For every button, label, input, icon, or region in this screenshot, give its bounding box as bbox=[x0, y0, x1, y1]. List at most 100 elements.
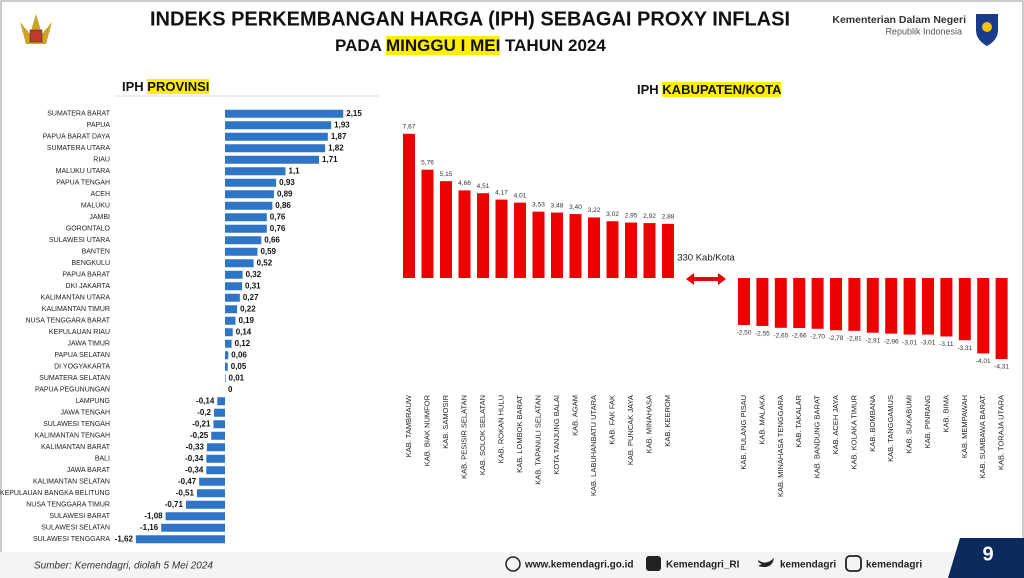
bar bbox=[225, 213, 267, 222]
bar bbox=[866, 278, 879, 333]
value-label: -0,34 bbox=[185, 454, 204, 463]
y-tick-label: KALIMANTAN UTARA bbox=[41, 295, 111, 302]
page-title: INDEKS PERKEMBANGAN HARGA (IPH) SEBAGAI … bbox=[150, 8, 790, 30]
value-label: 0,32 bbox=[246, 270, 262, 279]
bar bbox=[225, 259, 254, 268]
value-label: 3,48 bbox=[551, 202, 564, 209]
value-label: 3,22 bbox=[588, 207, 601, 214]
value-label: 0,89 bbox=[277, 189, 293, 198]
bar bbox=[225, 247, 258, 256]
x-tick-label: KAB. PINRANG bbox=[923, 395, 932, 449]
bar bbox=[440, 181, 452, 278]
bar bbox=[458, 190, 471, 278]
value-label: 5,15 bbox=[440, 171, 453, 178]
bar bbox=[995, 278, 1008, 360]
x-tick-label: KAB. BIMA bbox=[941, 395, 950, 433]
value-label: -4,01 bbox=[976, 358, 991, 365]
value-label: -0,51 bbox=[176, 488, 195, 497]
y-tick-label: DKI JAKARTA bbox=[66, 283, 111, 290]
y-tick-label: SULAWESI TENGGARA bbox=[33, 536, 110, 543]
x-tick-label: KAB. SOLOK SELATAN bbox=[478, 395, 487, 475]
value-label: 0,12 bbox=[235, 339, 251, 348]
y-tick-label: JAWA TENGAH bbox=[60, 410, 110, 417]
website: www.kemendagri.go.id bbox=[524, 560, 634, 571]
page-number: 9 bbox=[982, 543, 993, 565]
bar bbox=[206, 443, 225, 452]
bar bbox=[225, 236, 262, 245]
value-label: 0,06 bbox=[231, 350, 247, 359]
x-tick-label: KAB. BOMBANA bbox=[868, 395, 877, 452]
x-tick-label: KAB. FAK FAK bbox=[607, 395, 616, 445]
bar bbox=[225, 178, 277, 187]
value-label: 2,95 bbox=[625, 212, 638, 219]
value-label: -0,14 bbox=[196, 396, 215, 405]
value-label: 3,53 bbox=[532, 201, 545, 208]
bar bbox=[225, 293, 240, 302]
instagram-icon bbox=[845, 555, 862, 572]
garuda-logo bbox=[20, 14, 52, 44]
ministry-name: Kementerian Dalam Negeri bbox=[832, 14, 966, 26]
bar bbox=[922, 278, 934, 335]
value-label: 0,27 bbox=[243, 293, 259, 302]
y-tick-label: ACEH bbox=[91, 191, 110, 198]
bar bbox=[225, 224, 267, 233]
x-tick-label: KAB. SUKABUMI bbox=[905, 395, 914, 453]
value-label: 4,51 bbox=[477, 183, 490, 190]
bar bbox=[793, 278, 806, 329]
y-tick-label: PAPUA BARAT DAYA bbox=[43, 134, 111, 141]
bar bbox=[830, 278, 842, 331]
bar bbox=[225, 132, 328, 141]
y-tick-label: MALUKU UTARA bbox=[56, 168, 111, 175]
x-tick-label: KAB. SUMBAWA BARAT bbox=[978, 395, 987, 479]
y-tick-label: SULAWESI BARAT bbox=[49, 513, 110, 520]
bar bbox=[625, 222, 637, 278]
facebook: Kemendagri_RI bbox=[666, 560, 740, 571]
value-label: -3,01 bbox=[902, 339, 917, 346]
x-tick-label: KAB. BIAK NUMFOR bbox=[422, 394, 431, 466]
bar bbox=[225, 374, 226, 383]
value-label: 1,1 bbox=[289, 166, 301, 175]
value-label: -0,21 bbox=[192, 419, 211, 428]
bar bbox=[643, 223, 656, 278]
bar bbox=[532, 211, 545, 278]
value-label: -2,50 bbox=[737, 330, 752, 337]
gap-arrow bbox=[686, 273, 726, 285]
x-tick-label: KAB. AGAM bbox=[570, 395, 579, 436]
value-label: -4,31 bbox=[994, 364, 1009, 371]
y-tick-label: PAPUA TENGAH bbox=[56, 180, 110, 187]
bar bbox=[225, 121, 332, 130]
y-tick-label: KALIMANTAN TENGAH bbox=[35, 433, 110, 440]
value-label: -1,08 bbox=[144, 511, 163, 520]
x-tick-label: KAB. MINAHASA TENGGARA bbox=[776, 395, 785, 497]
bar bbox=[225, 328, 233, 337]
bar bbox=[421, 169, 434, 278]
y-tick-label: SUMATERA SELATAN bbox=[39, 375, 110, 382]
value-label: -0,2 bbox=[197, 408, 211, 417]
bar bbox=[811, 278, 824, 329]
value-label: 5,76 bbox=[421, 159, 434, 166]
source: Sumber: Kemendagri, diolah 5 Mei 2024 bbox=[34, 561, 213, 572]
value-label: 0,22 bbox=[240, 304, 256, 313]
value-label: 0,66 bbox=[264, 235, 280, 244]
bar bbox=[225, 362, 228, 371]
value-label: 0 bbox=[228, 385, 233, 394]
twitter-icon bbox=[758, 558, 774, 567]
y-tick-label: KALIMANTAN SELATAN bbox=[33, 479, 110, 486]
value-label: -3,11 bbox=[939, 341, 954, 348]
value-label: 0,59 bbox=[260, 247, 276, 256]
subtitle-start: PADA bbox=[335, 36, 382, 55]
value-label: 0,19 bbox=[238, 316, 254, 325]
value-label: 0,01 bbox=[229, 373, 245, 382]
bar bbox=[885, 278, 898, 334]
bar bbox=[161, 523, 225, 532]
y-tick-label: SUMATERA BARAT bbox=[47, 111, 110, 118]
value-label: 0,76 bbox=[270, 212, 286, 221]
bar bbox=[225, 351, 229, 360]
y-tick-label: GORONTALO bbox=[66, 226, 111, 233]
web-icon bbox=[505, 556, 521, 572]
bar bbox=[225, 167, 286, 176]
value-label: -3,01 bbox=[921, 339, 936, 346]
bar bbox=[185, 500, 225, 509]
